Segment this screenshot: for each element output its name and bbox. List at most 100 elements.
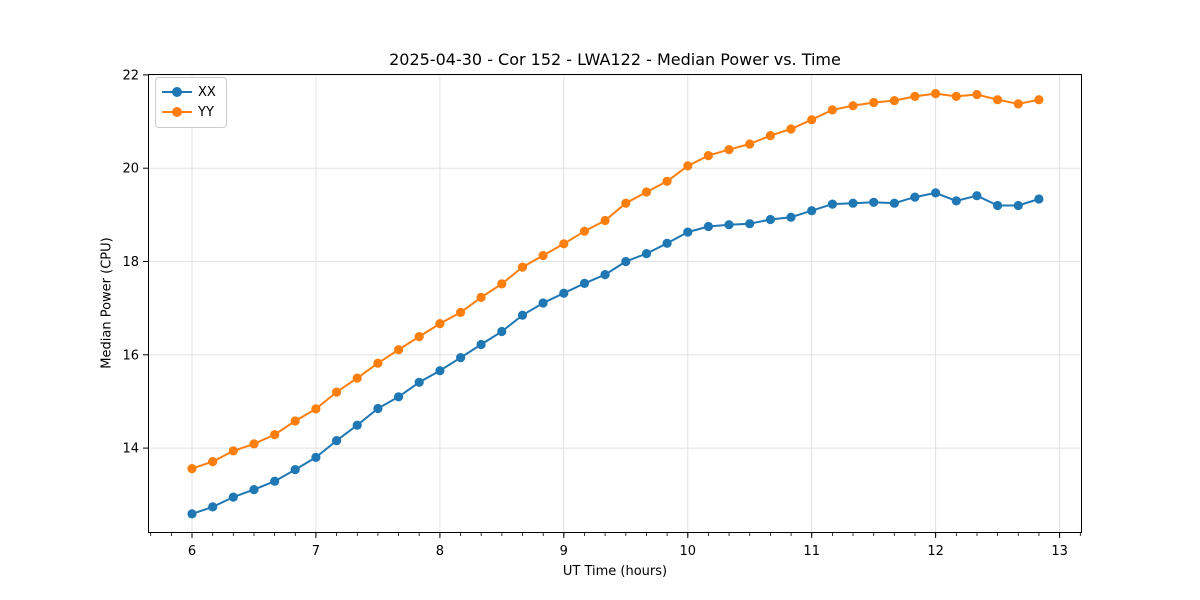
data-point-yy (373, 358, 383, 368)
legend-label-yy: YY (198, 104, 214, 120)
legend-line-marker-icon (162, 82, 192, 102)
y-tick-label: 22 (122, 68, 139, 83)
data-point-xx (456, 353, 466, 363)
data-point-xx (703, 221, 714, 232)
x-tick-label: 8 (436, 544, 444, 559)
data-point-yy (745, 139, 755, 149)
data-point-xx (786, 212, 796, 222)
y-tick-label: 16 (122, 348, 139, 363)
data-point-xx (538, 298, 548, 308)
x-axis-label: UT Time (hours) (562, 564, 668, 579)
data-point-xx (559, 288, 569, 298)
data-point-yy (394, 345, 404, 355)
data-point-xx (807, 206, 817, 216)
data-point-yy (352, 373, 362, 383)
data-point-yy (290, 416, 300, 426)
data-point-yy (228, 446, 238, 456)
chart-title: 2025-04-30 - Cor 152 - LWA122 - Median P… (389, 50, 841, 69)
data-point-xx (765, 214, 776, 225)
data-point-xx (951, 196, 961, 206)
data-point-xx (497, 326, 507, 337)
data-point-yy (579, 226, 590, 236)
data-point-xx (972, 191, 982, 201)
data-point-xx (641, 249, 652, 259)
data-point-yy (270, 430, 280, 440)
data-point-yy (497, 279, 507, 289)
data-point-xx (517, 310, 528, 320)
x-tick-label: 12 (927, 544, 944, 559)
data-point-xx (848, 198, 858, 208)
y-tick-label: 20 (122, 162, 139, 177)
data-point-xx (435, 366, 445, 376)
axes-frame (148, 74, 1082, 533)
data-point-yy (827, 105, 838, 115)
data-point-yy (910, 91, 920, 101)
data-point-yy (538, 250, 548, 261)
data-point-xx (1013, 200, 1023, 211)
data-point-yy (414, 332, 424, 342)
data-point-xx (931, 188, 941, 198)
data-point-xx (910, 192, 920, 202)
legend-line-marker-icon (162, 102, 192, 122)
data-point-xx (270, 476, 280, 486)
data-point-yy (807, 115, 817, 125)
data-point-yy (456, 307, 466, 317)
data-point-yy (703, 151, 714, 161)
data-point-xx (228, 492, 238, 502)
data-point-xx (889, 198, 900, 208)
series-line-xx (191, 191, 1040, 515)
data-point-yy (187, 464, 197, 474)
data-point-xx (600, 270, 610, 280)
data-point-yy (208, 457, 218, 467)
data-point-yy (1034, 95, 1044, 105)
data-point-yy (311, 404, 321, 414)
data-point-yy (641, 187, 652, 197)
x-tick-label: 11 (803, 544, 820, 559)
data-point-yy (931, 89, 941, 99)
data-point-xx (1034, 194, 1044, 204)
data-point-xx (579, 278, 590, 288)
legend-item-yy: YY (162, 102, 218, 122)
x-tick-label: 7 (312, 544, 320, 559)
data-point-yy (993, 95, 1003, 105)
data-point-yy (476, 292, 486, 302)
data-point-yy (249, 439, 259, 449)
data-point-yy (435, 319, 445, 329)
data-point-yy (724, 145, 734, 155)
data-point-xx (621, 256, 631, 267)
data-point-xx (683, 227, 693, 237)
legend-item-xx: XX (162, 82, 218, 102)
y-tick-label: 14 (122, 442, 139, 457)
data-point-xx (187, 509, 197, 519)
data-point-yy (951, 91, 961, 101)
data-point-xx (745, 219, 755, 229)
data-point-yy (786, 124, 796, 134)
data-point-yy (765, 131, 776, 141)
data-point-xx (476, 339, 486, 350)
data-point-yy (517, 262, 528, 272)
data-point-yy (1013, 99, 1023, 109)
data-point-xx (332, 436, 342, 446)
data-point-yy (662, 176, 672, 186)
y-tick-label: 18 (122, 255, 139, 270)
data-point-xx (869, 197, 879, 207)
data-point-xx (724, 220, 734, 230)
data-point-yy (621, 198, 631, 208)
data-point-yy (600, 215, 610, 226)
data-point-yy (972, 89, 982, 100)
series-line-yy (191, 92, 1040, 470)
data-point-xx (373, 403, 383, 414)
data-point-xx (827, 199, 838, 209)
data-point-yy (332, 387, 342, 397)
x-tick-label: 10 (680, 544, 697, 559)
data-point-xx (352, 420, 362, 430)
data-point-xx (394, 392, 404, 402)
data-point-yy (889, 96, 900, 106)
x-tick-label: 13 (1051, 544, 1068, 559)
data-point-xx (249, 485, 259, 495)
x-tick-label: 6 (188, 544, 196, 559)
data-point-yy (559, 239, 569, 249)
legend: XX YY (155, 77, 227, 128)
